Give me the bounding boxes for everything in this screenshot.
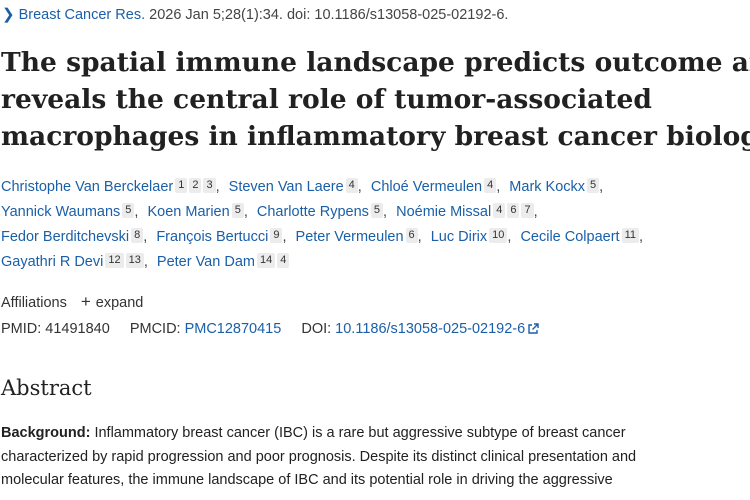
title-line: The spatial immune landscape predicts ou…	[1, 47, 750, 78]
author-link[interactable]: Charlotte Rypens	[256, 204, 369, 220]
chevron-right-icon: ❯	[2, 6, 15, 23]
author-link[interactable]: François Bertucci	[156, 229, 269, 245]
pmid-value: 41491840	[45, 321, 110, 337]
author-link[interactable]: Luc Dirix	[430, 229, 488, 245]
affiliation-badge[interactable]: 5	[231, 203, 244, 218]
affiliation-badge[interactable]: 1	[175, 178, 188, 193]
affiliation-badge[interactable]: 5	[587, 178, 600, 193]
doi-link[interactable]: 10.1186/s13058-025-02192-6	[335, 321, 526, 337]
affiliations-label: Affiliations	[1, 295, 67, 311]
pmid-label: PMID:	[1, 321, 42, 337]
author-link[interactable]: Peter Van Dam	[156, 254, 255, 270]
external-link-icon[interactable]	[527, 323, 539, 339]
expand-affiliations-button[interactable]: + expand	[80, 292, 144, 311]
identifiers-row: PMID: 41491840 PMCID: PMC12870415 DOI: 10.1…	[1, 321, 539, 339]
affiliation-badge[interactable]: 7	[521, 203, 534, 218]
plus-icon: +	[80, 292, 91, 311]
author-link[interactable]: Cecile Colpaert	[520, 229, 620, 245]
affiliation-badge[interactable]: 13	[125, 253, 144, 268]
pmcid-link[interactable]: PMC12870415	[184, 321, 282, 337]
author-link[interactable]: Yannick Waumans	[1, 204, 121, 220]
citation-line: ❯ Breast Cancer Res. 2026 Jan 5;28(1):34.…	[2, 5, 508, 23]
author-link[interactable]: Steven Van Laere	[228, 179, 344, 195]
pmcid-label: PMCID:	[129, 321, 181, 337]
author-link[interactable]: Christophe Van Berckelaer	[1, 179, 174, 195]
author-link[interactable]: Fedor Berditchevski	[1, 229, 130, 245]
abstract-body: Background: Inflammatory breast cancer (…	[1, 422, 749, 493]
affiliation-badge[interactable]: 14	[256, 253, 276, 268]
affiliation-badge[interactable]: 4	[484, 178, 497, 193]
abstract-heading: Abstract	[1, 376, 92, 400]
affiliation-badge[interactable]: 3	[203, 178, 216, 193]
author-link[interactable]: Peter Vermeulen	[295, 229, 404, 245]
expand-label: expand	[95, 295, 144, 311]
author-link[interactable]: Mark Kockx	[509, 179, 586, 195]
affiliation-badge[interactable]: 4	[345, 178, 358, 193]
affiliation-badge[interactable]: 8	[131, 228, 144, 243]
journal-link[interactable]: Breast Cancer Res.	[18, 7, 146, 23]
affiliation-badge[interactable]: 6	[405, 228, 418, 243]
affiliation-badge[interactable]: 4	[493, 203, 506, 218]
abstract-line: Inflammatory breast cancer (IBC) is a ra…	[90, 425, 626, 441]
article-title: The spatial immune landscape predicts ou…	[1, 44, 750, 155]
title-line: reveals the central role of tumor-associ…	[1, 84, 652, 115]
affiliation-badge[interactable]: 10	[489, 228, 508, 243]
affiliation-badge[interactable]: 5	[370, 203, 384, 218]
author-link[interactable]: Noémie Missal	[396, 204, 492, 220]
background-label: Background:	[1, 425, 91, 441]
affiliation-badge[interactable]: 5	[122, 203, 135, 218]
author-link[interactable]: Chloé Vermeulen	[370, 179, 483, 195]
affiliation-badge[interactable]: 9	[270, 228, 283, 243]
affiliation-badge[interactable]: 4	[277, 253, 290, 268]
affiliation-badge[interactable]: 2	[189, 178, 202, 193]
author-link[interactable]: Koen Marien	[147, 204, 230, 220]
citation-details: 2026 Jan 5;28(1):34. doi: 10.1186/s13058…	[149, 7, 509, 23]
doi-label: DOI:	[301, 321, 332, 337]
affiliation-badge[interactable]: 12	[105, 253, 124, 268]
abstract-line: characterized by rapid progression and p…	[1, 448, 637, 465]
abstract-line: molecular features, the immune landscape…	[1, 472, 613, 488]
affiliation-badge[interactable]: 11	[621, 228, 640, 243]
title-line: macrophages in inflammatory breast cance…	[1, 121, 750, 152]
affiliations-row: Affiliations + expand	[1, 292, 143, 312]
author-link[interactable]: Gayathri R Devi	[1, 254, 104, 270]
affiliation-badge[interactable]: 6	[507, 203, 520, 218]
author-list: Christophe Van Berckelaer 1 2 3, Steven Van…	[1, 178, 644, 270]
